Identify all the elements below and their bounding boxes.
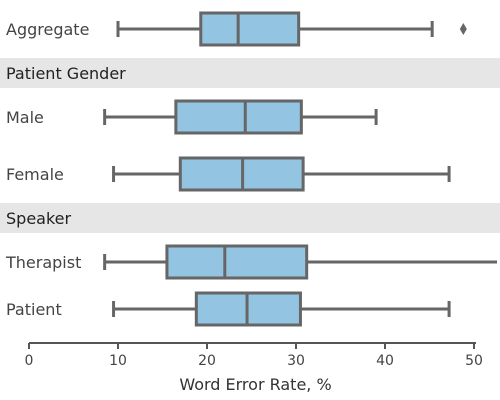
x-axis-ticks: 0 10 20 30 40 50	[25, 343, 483, 369]
outlier-aggregate-0	[459, 23, 467, 35]
box-row-female: Female	[6, 156, 451, 192]
x-axis-title: Word Error Rate, %	[179, 375, 331, 394]
group-label-patient-gender: Patient Gender	[6, 64, 126, 83]
row-label-female: Female	[6, 165, 64, 184]
x-tick-label-0: 0	[25, 353, 34, 369]
group-band-patient-gender	[0, 58, 500, 88]
row-label-patient: Patient	[6, 300, 62, 319]
x-tick-label-50: 50	[465, 353, 483, 369]
group-label-speaker: Speaker	[6, 209, 72, 228]
x-tick-label-40: 40	[376, 353, 394, 369]
box-iqr-therapist	[165, 244, 309, 280]
row-label-male: Male	[6, 108, 44, 127]
row-label-therapist: Therapist	[5, 253, 81, 272]
x-tick-label-10: 10	[109, 353, 127, 369]
x-tick-label-30: 30	[287, 353, 305, 369]
group-band-speaker	[0, 203, 500, 233]
box-row-therapist: Therapist	[5, 244, 497, 280]
x-tick-label-20: 20	[198, 353, 216, 369]
box-iqr-aggregate	[199, 11, 301, 47]
box-row-male: Male	[6, 99, 378, 135]
row-label-aggregate: Aggregate	[6, 20, 89, 39]
box-row-patient: Patient	[6, 291, 451, 327]
rows-layer: Aggregate Patient Gender Male Female Speaker…	[5, 11, 497, 327]
box-iqr-male	[174, 99, 303, 135]
group-bands	[0, 58, 500, 233]
box-row-aggregate: Aggregate	[6, 11, 467, 47]
x-axis: 0 10 20 30 40 50 Word Error Rate, %	[25, 342, 483, 394]
